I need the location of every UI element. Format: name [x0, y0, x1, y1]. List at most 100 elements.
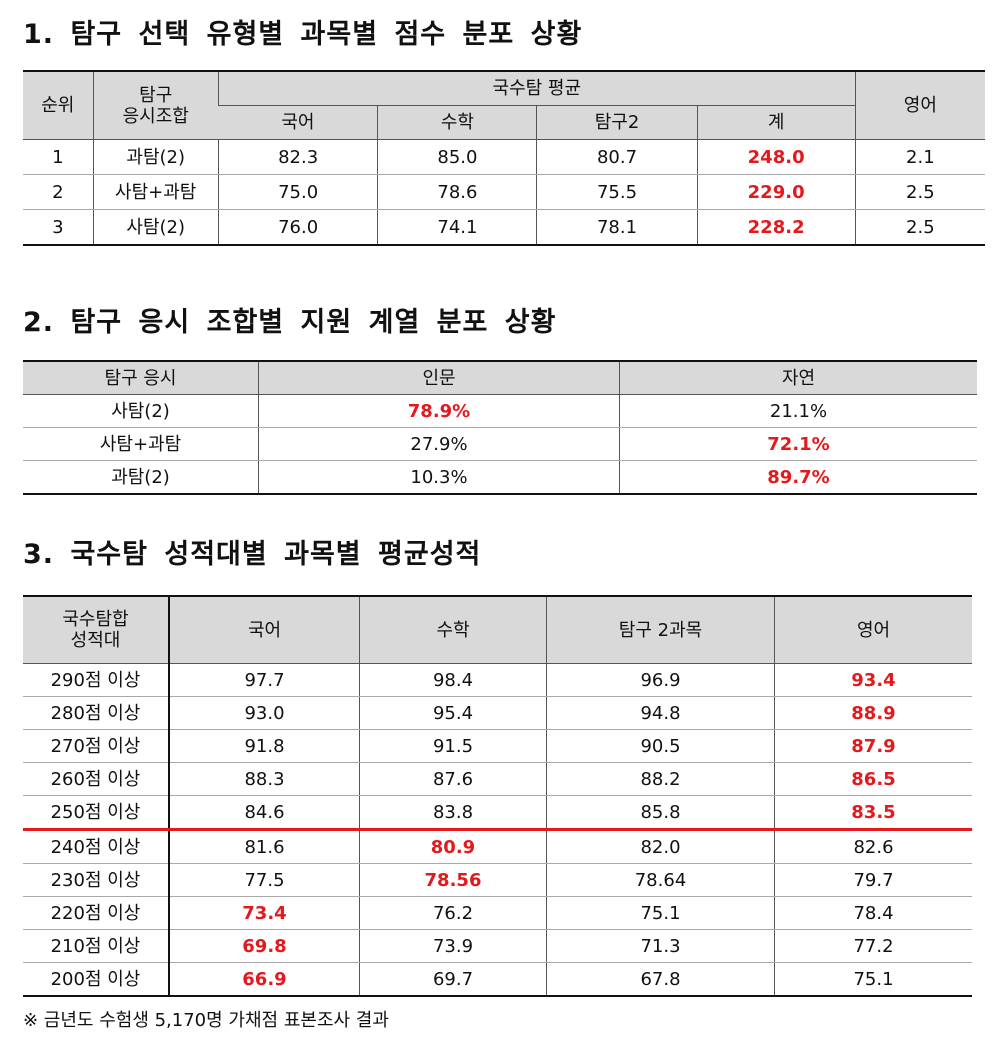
header-cell: 수학: [377, 105, 537, 140]
table-cell: 76.2: [359, 896, 547, 930]
table-cell: 사탐+과탐: [23, 427, 259, 461]
table-cell: 사탐+과탐: [92, 174, 219, 210]
table-cell: 21.1%: [619, 394, 977, 428]
table-row: 280점 이상 93.0 95.4 94.8 88.9: [23, 696, 972, 730]
table-row: 1 과탐(2) 82.3 85.0 80.7 248.0 2.1: [23, 139, 985, 175]
header-cell: 탐구 2과목: [546, 596, 775, 664]
table-cell: 80.9: [359, 829, 547, 864]
table-cell: 290점 이상: [23, 663, 170, 697]
table-cell: 230점 이상: [23, 863, 170, 897]
table-row: 2 사탐+과탐 75.0 78.6 75.5 229.0 2.5: [23, 174, 985, 210]
table-cell: 248.0: [696, 139, 856, 175]
table-cell: 200점 이상: [23, 962, 170, 996]
table-cell: 2: [23, 174, 94, 210]
table-cell: 71.3: [546, 929, 775, 963]
table-row: 3 사탐(2) 76.0 74.1 78.1 228.2 2.5: [23, 209, 985, 245]
table-cell: 69.7: [359, 962, 547, 996]
table-cell: 85.8: [546, 795, 775, 831]
track-table: 탐구 응시 인문 자연 사탐(2) 78.9% 21.1% 사탐+과탐 27.9% 72.…: [23, 360, 977, 495]
header-cell: 인문: [258, 361, 620, 395]
section-title: 2. 탐구 응시 조합별 지원 계열 분포 상황: [23, 307, 557, 338]
table-cell: 75.1: [546, 896, 775, 930]
table-cell: 95.4: [359, 696, 547, 730]
table-cell: 77.5: [168, 863, 360, 897]
table-row: 240점 이상 81.6 80.9 82.0 82.6: [23, 829, 972, 864]
table-cell: 270점 이상: [23, 729, 170, 763]
table-cell: 과탐(2): [111, 466, 170, 488]
table-cell: 94.8: [546, 696, 775, 730]
header-cell: 국어: [168, 596, 360, 664]
table-cell: 83.8: [359, 795, 547, 831]
table-cell: 79.7: [774, 863, 972, 897]
header-cell: 영어: [854, 71, 985, 140]
section-title: 1. 탐구 선택 유형별 과목별 점수 분포 상황: [23, 19, 583, 50]
table-cell: 89.7%: [619, 460, 977, 494]
table-cell: 77.2: [774, 929, 972, 963]
table-cell: 87.6: [359, 762, 547, 796]
section-title: 3. 국수탐 성적대별 과목별 평균성적: [23, 539, 482, 570]
table-cell: 66.9: [168, 962, 360, 996]
header-text: 성적대: [70, 630, 121, 651]
header-cell: 국어: [218, 105, 378, 140]
footnote: ※ 금년도 수험생 5,170명 가채점 표본조사 결과: [23, 1010, 389, 1031]
table-cell: 10.3%: [258, 460, 620, 494]
table-row: 260점 이상 88.3 87.6 88.2 86.5: [23, 762, 972, 796]
table-cell: 과탐(2): [92, 139, 219, 175]
table-row: 과탐(2) 10.3% 89.7%: [23, 460, 977, 494]
table-cell: 사탐(2): [92, 209, 219, 245]
header-text: 탐구: [139, 84, 173, 106]
table-cell: 27.9%: [258, 427, 620, 461]
table-cell: 87.9: [774, 729, 972, 763]
table-cell: 240점 이상: [23, 829, 170, 864]
table-cell: 250점 이상: [23, 795, 170, 831]
table-cell: 67.8: [546, 962, 775, 996]
table-cell: 82.6: [774, 829, 972, 864]
table-cell: 78.4: [774, 896, 972, 930]
table-cell: 78.1: [536, 209, 698, 245]
table-cell: 93.0: [168, 696, 360, 730]
header-text: 응시조합: [122, 105, 189, 127]
table-row: 270점 이상 91.8 91.5 90.5 87.9: [23, 729, 972, 763]
table-body: 1 과탐(2) 82.3 85.0 80.7 248.0 2.1 2 사탐+과탐 75.0 78.6…: [23, 139, 985, 245]
table-cell: 81.6: [168, 829, 360, 864]
table-cell: 78.6: [377, 174, 537, 210]
header-cell: 순위: [23, 71, 94, 140]
table-row: 200점 이상 66.9 69.7 67.8 75.1: [23, 962, 972, 996]
table-cell: 91.8: [168, 729, 360, 763]
table-row: 220점 이상 73.4 76.2 75.1 78.4: [23, 896, 972, 930]
table-cell: 98.4: [359, 663, 547, 697]
table-cell: 85.0: [377, 139, 537, 175]
table-cell: 228.2: [696, 209, 856, 245]
table-cell: 78.64: [546, 863, 775, 897]
table-cell: 78.56: [359, 863, 547, 897]
table-row: 210점 이상 69.8 73.9 71.3 77.2: [23, 929, 972, 963]
table-cell: 88.3: [168, 762, 360, 796]
table-cell: 75.5: [536, 174, 698, 210]
header-cell: 탐구2: [536, 105, 698, 140]
table-cell: 80.7: [536, 139, 698, 175]
header-cell: 탐구 응시: [23, 361, 259, 395]
table-cell: 2.1: [854, 139, 985, 175]
table-cell: 91.5: [359, 729, 547, 763]
table-cell: 260점 이상: [23, 762, 170, 796]
table-cell: 76.0: [217, 209, 378, 245]
header-cell: 국수탐 평균: [217, 71, 856, 106]
table-body: 사탐(2) 78.9% 21.1% 사탐+과탐 27.9% 72.1% 과탐(2) 10.3%…: [23, 394, 977, 494]
table-cell: 69.8: [168, 929, 360, 963]
table-cell: 82.3: [217, 139, 378, 175]
table-cell: 93.4: [774, 663, 972, 697]
table-body: 290점 이상 97.7 98.4 96.9 93.4 280점 이상 93.0 95.4 94…: [23, 663, 972, 996]
header-cell: 자연: [619, 361, 977, 395]
table-cell: 280점 이상: [23, 696, 170, 730]
table-row: 290점 이상 97.7 98.4 96.9 93.4: [23, 663, 972, 697]
table-cell: 82.0: [546, 829, 775, 864]
table-cell: 90.5: [546, 729, 775, 763]
table-cell: 84.6: [168, 795, 360, 831]
table-row: 사탐+과탐 27.9% 72.1%: [23, 427, 977, 461]
table-cell: 88.9: [774, 696, 972, 730]
table-cell: 97.7: [168, 663, 360, 697]
table-cell: 3: [52, 216, 64, 238]
header-cell: 수학: [359, 596, 547, 664]
header-cell: 탐구 응시조합: [92, 71, 219, 140]
